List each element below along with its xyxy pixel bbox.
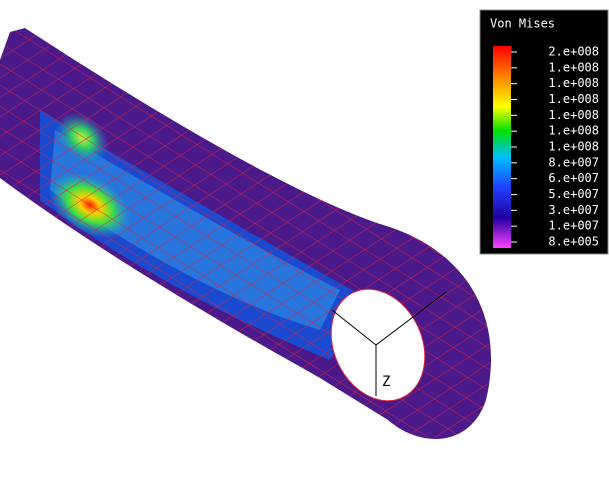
- axis-label: Z: [382, 374, 390, 390]
- legend-label: 2.e+008: [548, 45, 599, 59]
- legend-label: 1.e+008: [548, 140, 599, 154]
- legend-label: 1.e+008: [548, 76, 599, 90]
- legend-label: 1.e+008: [548, 92, 599, 106]
- page: Z Von Mises 2.e+0081.e+0081.e+0081.e+008…: [0, 0, 609, 482]
- legend-label: 1.e+007: [548, 219, 599, 233]
- color-bar: [493, 46, 511, 248]
- legend-label: 5.e+007: [548, 187, 599, 201]
- legend-label: 1.e+008: [548, 124, 599, 138]
- legend-label: 8.e+005: [548, 235, 599, 249]
- legend: Von Mises 2.e+0081.e+0081.e+0081.e+0081.…: [480, 10, 608, 254]
- legend-label: 1.e+008: [548, 60, 599, 74]
- fea-viewport: Z Von Mises 2.e+0081.e+0081.e+0081.e+008…: [0, 0, 609, 482]
- legend-label: 8.e+007: [548, 155, 599, 169]
- legend-label: 6.e+007: [548, 171, 599, 185]
- legend-title: Von Mises: [490, 17, 555, 31]
- legend-label: 1.e+008: [548, 108, 599, 122]
- legend-label: 3.e+007: [548, 203, 599, 217]
